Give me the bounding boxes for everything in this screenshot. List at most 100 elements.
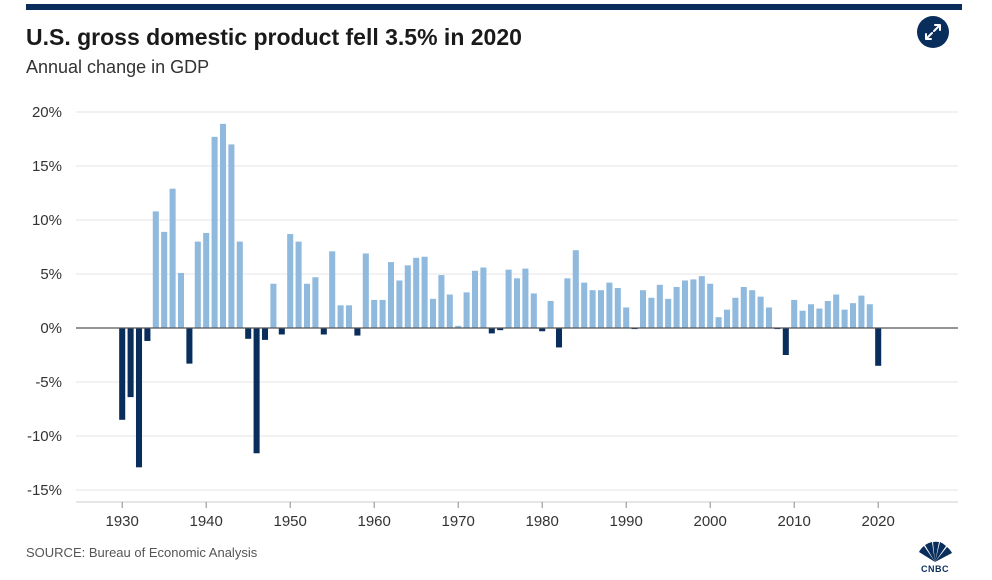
- bar-1983: [564, 278, 571, 328]
- bar-1995: [665, 298, 672, 328]
- y-tick-label: -10%: [27, 428, 62, 445]
- bar-1932: [135, 328, 143, 468]
- bar-1985: [581, 282, 588, 328]
- expand-button[interactable]: [917, 16, 949, 48]
- bar-1974: [488, 328, 495, 334]
- bar-1948: [270, 283, 277, 328]
- bar-1994: [656, 284, 663, 328]
- x-tick-label: 1990: [610, 513, 643, 530]
- bar-1934: [152, 211, 159, 328]
- bar-1955: [329, 251, 336, 328]
- bar-1993: [648, 297, 655, 328]
- bar-1933: [144, 328, 151, 341]
- bar-2004: [740, 286, 747, 328]
- bar-1941: [211, 136, 218, 328]
- bar-1978: [522, 268, 529, 328]
- bar-1963: [396, 280, 403, 328]
- chart-subtitle: Annual change in GDP: [26, 57, 210, 77]
- bar-1999: [698, 276, 705, 328]
- bar-1947: [261, 328, 269, 340]
- bar-1958: [354, 328, 361, 336]
- bar-1930: [119, 328, 126, 420]
- bar-1998: [690, 279, 697, 328]
- bar-1964: [404, 265, 411, 328]
- bar-2014: [824, 301, 831, 328]
- bar-1972: [471, 270, 479, 328]
- expand-icon: [925, 24, 941, 40]
- bar-1971: [463, 292, 470, 328]
- bar-2005: [749, 290, 756, 328]
- bar-2010: [791, 299, 798, 328]
- x-tick-label: 1960: [358, 513, 391, 530]
- x-tick-label: 1970: [442, 513, 475, 530]
- bar-1965: [413, 257, 420, 328]
- bar-1940: [203, 232, 210, 328]
- bar-1970: [455, 325, 462, 328]
- bar-2019: [866, 304, 873, 328]
- bar-2002: [723, 309, 731, 328]
- bar-1944: [236, 241, 243, 328]
- bar-1968: [438, 275, 445, 328]
- x-tick-label: 1930: [106, 513, 139, 530]
- x-axis-ticks: 1930 1940 1950 1960 1970 1980 1990 2000 2010 2020: [106, 502, 895, 530]
- bar-1953: [312, 277, 319, 328]
- bar-2011: [799, 310, 806, 328]
- bar-2009: [782, 328, 789, 355]
- bar-1945: [245, 328, 252, 339]
- x-tick-label: 2020: [862, 513, 895, 530]
- bar-1986: [589, 290, 596, 328]
- bar-1942: [219, 123, 227, 328]
- y-tick-label: -15%: [27, 482, 62, 499]
- bar-1980: [539, 328, 546, 332]
- x-tick-label: 1980: [526, 513, 559, 530]
- x-tick-label: 1950: [274, 513, 307, 530]
- bar-1960: [371, 299, 378, 328]
- y-tick-label: 0%: [40, 320, 62, 337]
- logo-text: CNBC: [921, 564, 949, 574]
- bar-1946: [253, 328, 260, 454]
- x-tick-label: 2000: [694, 513, 727, 530]
- bar-1987: [597, 290, 605, 328]
- top-accent-bar: [26, 4, 962, 10]
- bar-1962: [387, 262, 395, 328]
- bar-1957: [345, 305, 353, 328]
- bar-1976: [505, 269, 512, 328]
- bars: [119, 123, 882, 468]
- bar-1996: [673, 286, 680, 328]
- bar-1979: [530, 293, 537, 328]
- bar-1967: [429, 298, 437, 328]
- bar-1959: [362, 253, 369, 328]
- bar-1938: [186, 328, 193, 364]
- bar-1988: [606, 282, 613, 328]
- x-tick-label: 2010: [778, 513, 811, 530]
- bar-2013: [816, 308, 823, 328]
- bar-1990: [623, 307, 630, 328]
- bar-2012: [807, 304, 815, 328]
- bar-1975: [497, 328, 504, 331]
- bar-2020: [875, 328, 882, 366]
- x-tick-label: 1940: [190, 513, 223, 530]
- bar-2015: [833, 294, 840, 328]
- bar-2007: [765, 307, 773, 328]
- bar-1989: [614, 288, 621, 328]
- bar-1937: [177, 272, 185, 328]
- bar-1961: [379, 299, 386, 328]
- bar-2000: [707, 283, 714, 328]
- bar-1992: [639, 290, 647, 328]
- y-tick-label: 10%: [32, 212, 62, 229]
- bar-1982: [555, 328, 563, 348]
- bar-1969: [446, 294, 453, 328]
- bar-2001: [715, 317, 722, 328]
- bar-1943: [228, 144, 235, 328]
- bar-1954: [320, 328, 327, 335]
- source-note: SOURCE: Bureau of Economic Analysis: [26, 545, 258, 560]
- bar-1977: [513, 278, 521, 328]
- y-axis-ticks: 20% 15% 10% 5% 0% -5% -10% -15%: [27, 104, 62, 499]
- chart-title: U.S. gross domestic product fell 3.5% in…: [26, 24, 522, 50]
- bar-1981: [547, 301, 554, 328]
- bar-1956: [337, 305, 344, 328]
- bar-1949: [278, 328, 285, 335]
- y-tick-label: 20%: [32, 104, 62, 121]
- y-tick-label: 15%: [32, 158, 62, 175]
- bar-2016: [841, 309, 848, 328]
